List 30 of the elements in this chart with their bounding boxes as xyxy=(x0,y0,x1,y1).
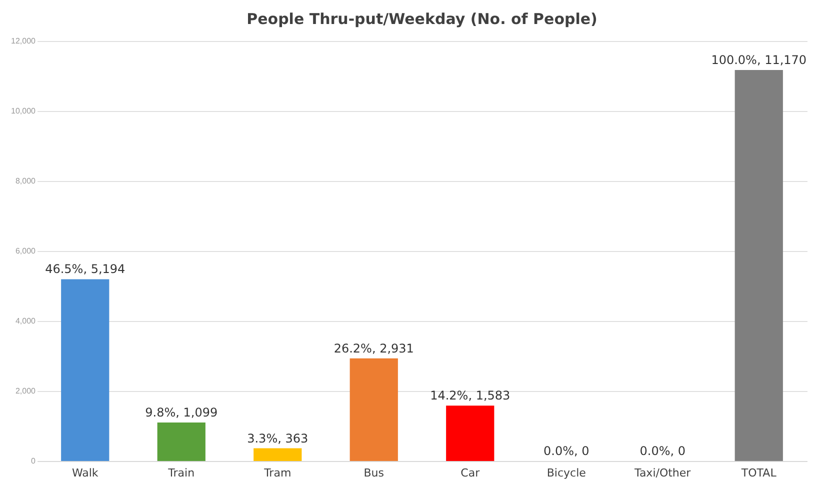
bar xyxy=(734,70,783,461)
y-tick-label: 8,000 xyxy=(15,176,36,186)
bar xyxy=(157,422,206,461)
data-label: 26.2%, 2,931 xyxy=(334,341,414,356)
data-label: 46.5%, 5,194 xyxy=(45,262,126,276)
x-tick-label: Walk xyxy=(72,466,99,480)
x-tick-label: Tram xyxy=(263,466,292,480)
bar xyxy=(61,279,110,461)
x-tick-label: Car xyxy=(460,466,480,480)
chart-title: People Thru-put/Weekday (No. of People) xyxy=(246,10,598,28)
x-tick-label: Train xyxy=(167,466,195,480)
bar xyxy=(446,406,494,461)
y-tick-label: 10,000 xyxy=(11,106,36,116)
x-tick-label: Taxi/Other xyxy=(634,466,692,480)
x-tick-label: TOTAL xyxy=(740,466,778,480)
y-tick-label: 6,000 xyxy=(15,246,36,256)
data-label: 100.0%, 11,170 xyxy=(711,53,807,68)
bar xyxy=(254,448,302,461)
data-label: 9.8%, 1,099 xyxy=(145,406,218,420)
y-tick-label: 0 xyxy=(31,456,36,466)
y-tick-label: 2,000 xyxy=(15,386,36,396)
data-label: 3.3%, 363 xyxy=(247,431,308,446)
x-tick-label: Bus xyxy=(364,466,384,480)
y-tick-label: 4,000 xyxy=(15,316,36,326)
y-tick-label: 12,000 xyxy=(11,36,36,46)
data-label: 0.0%, 0 xyxy=(544,444,590,458)
x-tick-label: Bicycle xyxy=(546,466,586,480)
bar xyxy=(350,358,398,461)
data-label: 0.0%, 0 xyxy=(640,444,686,458)
data-label: 14.2%, 1,583 xyxy=(430,388,510,403)
